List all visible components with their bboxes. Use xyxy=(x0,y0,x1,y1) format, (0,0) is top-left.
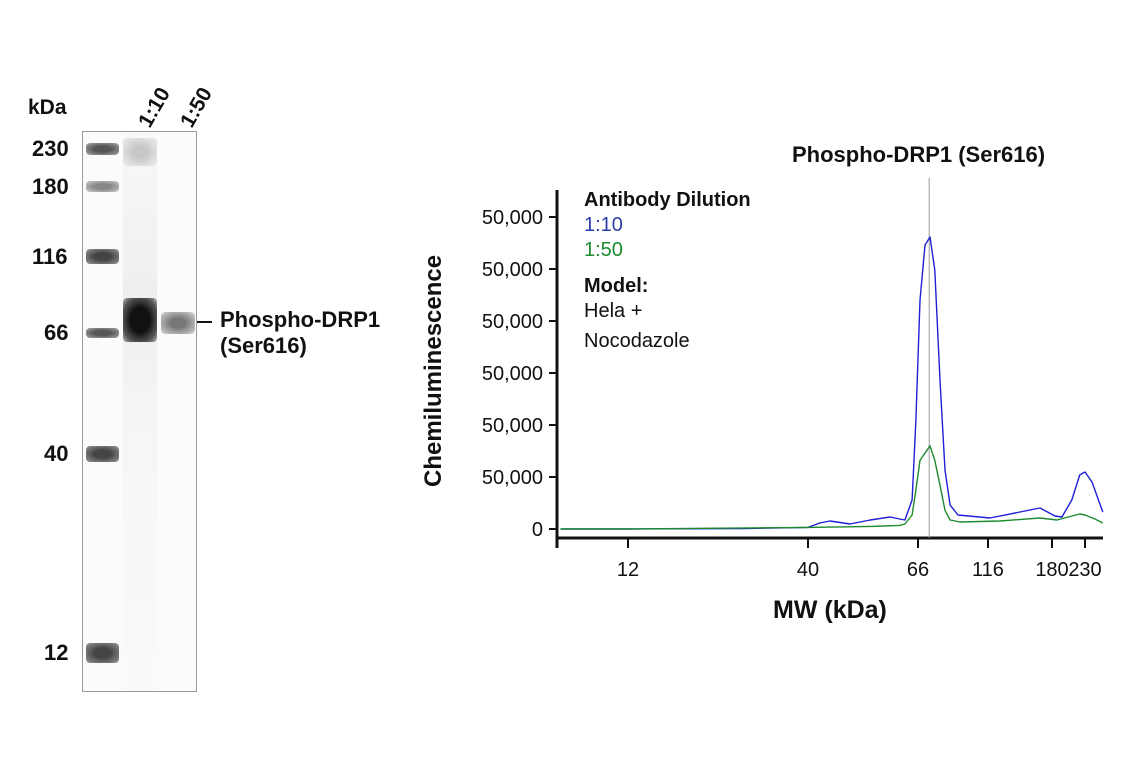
kda-unit-label: kDa xyxy=(28,96,67,119)
legend-heading: Antibody Dilution xyxy=(584,189,751,211)
y-tick-label: 50,000 xyxy=(482,415,543,437)
legend-series-2: 1:50 xyxy=(584,239,623,261)
blot-image xyxy=(82,131,197,692)
legend-series-1: 1:10 xyxy=(584,214,623,236)
y-tick-label: 50,000 xyxy=(482,311,543,333)
y-tick-label: 50,000 xyxy=(482,467,543,489)
ladder-band-230 xyxy=(86,143,119,155)
lane2-band-target xyxy=(161,312,195,334)
ladder-band-116 xyxy=(86,249,119,264)
x-tick-label: 180 xyxy=(1035,559,1068,581)
marker-label-66: 66 xyxy=(44,320,69,345)
legend-model-line2: Nocodazole xyxy=(584,330,690,352)
x-axis-label: MW (kDa) xyxy=(773,596,887,624)
series-line-1 xyxy=(560,236,1104,530)
marker-label-40: 40 xyxy=(44,441,69,466)
target-pointer-line xyxy=(197,321,212,323)
y-tick-label: 0 xyxy=(532,519,543,541)
ladder-band-40 xyxy=(86,446,119,462)
series-line-2 xyxy=(560,445,1104,530)
marker-label-12: 12 xyxy=(44,640,69,665)
y-tick-label: 50,000 xyxy=(482,363,543,385)
lane1-band-target xyxy=(123,298,157,342)
marker-label-180: 180 xyxy=(32,174,69,199)
chart-title: Phospho-DRP1 (Ser616) xyxy=(792,142,1046,167)
x-tick-label: 116 xyxy=(972,559,1004,581)
lane-1-50 xyxy=(161,132,195,691)
ladder-band-180 xyxy=(86,181,119,192)
marker-label-116: 116 xyxy=(32,244,68,269)
ladder-lane xyxy=(86,132,119,691)
ladder-band-66 xyxy=(86,328,119,338)
x-tick-label: 40 xyxy=(797,559,819,581)
ladder-band-12 xyxy=(86,643,119,663)
x-tick-label: 230 xyxy=(1068,559,1101,581)
target-label-line2: (Ser616) xyxy=(220,333,307,358)
y-tick-label: 50,000 xyxy=(482,207,543,229)
legend-model-line1: Hela + xyxy=(584,300,643,322)
x-tick-label: 66 xyxy=(907,559,929,581)
x-tick-label: 12 xyxy=(617,559,639,581)
marker-label-230: 230 xyxy=(32,136,69,161)
target-label-line1: Phospho-DRP1 xyxy=(220,307,381,332)
y-tick-label: 50,000 xyxy=(482,259,543,281)
lane-1-10 xyxy=(123,132,157,691)
lane1-band-230 xyxy=(123,138,157,166)
legend-model-heading: Model: xyxy=(584,275,649,297)
